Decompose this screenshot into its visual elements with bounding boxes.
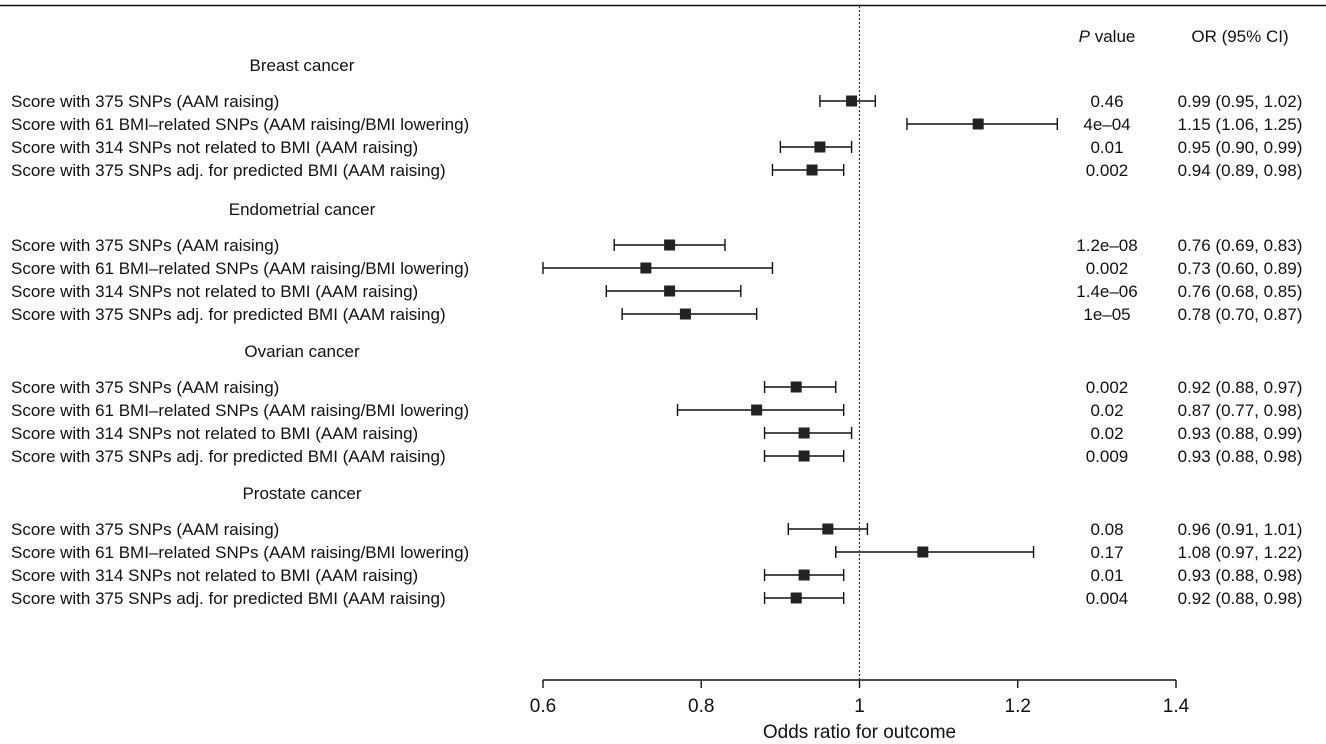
group-title: Endometrial cancer (229, 200, 376, 219)
or-ci-value: 0.94 (0.89, 0.98) (1178, 161, 1303, 180)
forest-row: Score with 375 SNPs adj. for predicted B… (11, 447, 1302, 466)
or-marker (806, 164, 818, 176)
or-marker (814, 141, 826, 153)
forest-row: Score with 61 BMI–related SNPs (AAM rais… (11, 401, 1302, 420)
or-ci-value: 1.08 (0.97, 1.22) (1178, 543, 1303, 562)
forest-row: Score with 375 SNPs (AAM raising) 1.2e–08… (11, 236, 1302, 255)
forest-row: Score with 314 SNPs not related to BMI (… (11, 282, 1302, 301)
or-ci-value: 0.96 (0.91, 1.01) (1178, 520, 1303, 539)
or-marker (790, 592, 802, 604)
or-ci-value: 0.93 (0.88, 0.98) (1178, 447, 1303, 466)
p-value: 0.01 (1090, 566, 1123, 585)
or-ci-value: 0.76 (0.68, 0.85) (1178, 282, 1303, 301)
x-tick-label: 1.2 (1005, 696, 1031, 717)
x-axis-title: Odds ratio for outcome (763, 722, 956, 743)
or-ci-header: OR (95% CI) (1191, 27, 1288, 46)
or-ci-value: 0.73 (0.60, 0.89) (1178, 259, 1303, 278)
row-label: Score with 61 BMI–related SNPs (AAM rais… (11, 401, 469, 420)
or-marker (751, 404, 763, 416)
p-value: 0.02 (1090, 401, 1123, 420)
row-label: Score with 375 SNPs adj. for predicted B… (11, 305, 446, 324)
row-label: Score with 375 SNPs adj. for predicted B… (11, 447, 446, 466)
row-label: Score with 375 SNPs adj. for predicted B… (11, 589, 446, 608)
x-tick-label: 0.6 (530, 696, 556, 717)
p-value: 0.01 (1090, 138, 1123, 157)
or-ci-value: 0.92 (0.88, 0.97) (1178, 378, 1303, 397)
or-marker (917, 546, 929, 558)
or-ci-value: 0.95 (0.90, 0.99) (1178, 138, 1303, 157)
or-ci-value: 1.15 (1.06, 1.25) (1178, 115, 1303, 134)
row-label: Score with 375 SNPs (AAM raising) (11, 378, 279, 397)
p-value: 0.002 (1086, 259, 1129, 278)
p-value: 0.17 (1090, 543, 1123, 562)
p-value: 0.002 (1086, 378, 1129, 397)
row-label: Score with 314 SNPs not related to BMI (… (11, 138, 418, 157)
p-value: 0.009 (1086, 447, 1129, 466)
p-value: 1.4e–06 (1076, 282, 1137, 301)
p-value: 4e–04 (1083, 115, 1130, 134)
or-marker (664, 239, 676, 251)
or-marker (822, 523, 834, 535)
or-marker (846, 95, 858, 107)
row-label: Score with 314 SNPs not related to BMI (… (11, 282, 418, 301)
row-label: Score with 375 SNPs (AAM raising) (11, 236, 279, 255)
forest-row: Score with 375 SNPs adj. for predicted B… (11, 305, 1302, 324)
row-label: Score with 375 SNPs (AAM raising) (11, 520, 279, 539)
p-value: 1e–05 (1083, 305, 1130, 324)
or-ci-value: 0.78 (0.70, 0.87) (1178, 305, 1303, 324)
p-value: 1.2e–08 (1076, 236, 1137, 255)
p-value-header: P value (1079, 27, 1136, 46)
or-ci-value: 0.76 (0.69, 0.83) (1178, 236, 1303, 255)
p-value: 0.002 (1086, 161, 1129, 180)
row-label: Score with 61 BMI–related SNPs (AAM rais… (11, 115, 469, 134)
group-title: Ovarian cancer (244, 342, 360, 361)
x-axis: 0.6 0.8 1 1.2 1.4 Odds ratio for outcome (530, 679, 1190, 743)
or-ci-value: 0.93 (0.88, 0.99) (1178, 424, 1303, 443)
row-label: Score with 375 SNPs adj. for predicted B… (11, 161, 446, 180)
forest-row: Score with 61 BMI–related SNPs (AAM rais… (11, 543, 1302, 562)
p-value: 0.004 (1086, 589, 1129, 608)
or-ci-value: 0.99 (0.95, 1.02) (1178, 92, 1303, 111)
row-label: Score with 314 SNPs not related to BMI (… (11, 566, 418, 585)
forest-row: Score with 314 SNPs not related to BMI (… (11, 138, 1302, 157)
forest-row: Score with 375 SNPs adj. for predicted B… (11, 161, 1302, 180)
rows-layer: Breast cancer Score with 375 SNPs (AAM ra… (11, 56, 1302, 608)
or-marker (679, 308, 691, 320)
p-value: 0.08 (1090, 520, 1123, 539)
group-title: Prostate cancer (242, 484, 361, 503)
p-value-header-rest: value (1090, 27, 1135, 46)
forest-row: Score with 375 SNPs (AAM raising) 0.46 0.9… (11, 92, 1302, 111)
row-label: Score with 61 BMI–related SNPs (AAM rais… (11, 543, 469, 562)
or-marker (972, 118, 984, 130)
x-tick-label: 1.4 (1163, 696, 1190, 717)
row-label: Score with 61 BMI–related SNPs (AAM rais… (11, 259, 469, 278)
or-ci-value: 0.87 (0.77, 0.98) (1178, 401, 1303, 420)
or-ci-value: 0.93 (0.88, 0.98) (1178, 566, 1303, 585)
or-marker (790, 381, 802, 393)
or-marker (798, 427, 810, 439)
or-marker (664, 285, 676, 297)
or-ci-value: 0.92 (0.88, 0.98) (1178, 589, 1303, 608)
or-marker (798, 569, 810, 581)
forest-row: Score with 61 BMI–related SNPs (AAM rais… (11, 115, 1302, 134)
row-label: Score with 375 SNPs (AAM raising) (11, 92, 279, 111)
forest-row: Score with 375 SNPs (AAM raising) 0.002 0.… (11, 378, 1302, 397)
forest-row: Score with 61 BMI–related SNPs (AAM rais… (11, 259, 1302, 278)
x-tick-label: 0.8 (688, 696, 714, 717)
p-value: 0.46 (1090, 92, 1123, 111)
x-tick-label: 1 (854, 696, 865, 717)
or-marker (798, 450, 810, 462)
forest-row: Score with 314 SNPs not related to BMI (… (11, 424, 1302, 443)
group-title: Breast cancer (250, 56, 355, 75)
p-value-header-p: P (1079, 27, 1091, 46)
forest-row: Score with 375 SNPs adj. for predicted B… (11, 589, 1302, 608)
row-label: Score with 314 SNPs not related to BMI (… (11, 424, 418, 443)
p-value: 0.02 (1090, 424, 1123, 443)
forest-row: Score with 375 SNPs (AAM raising) 0.08 0.9… (11, 520, 1302, 539)
forest-row: Score with 314 SNPs not related to BMI (… (11, 566, 1302, 585)
or-marker (640, 262, 652, 274)
